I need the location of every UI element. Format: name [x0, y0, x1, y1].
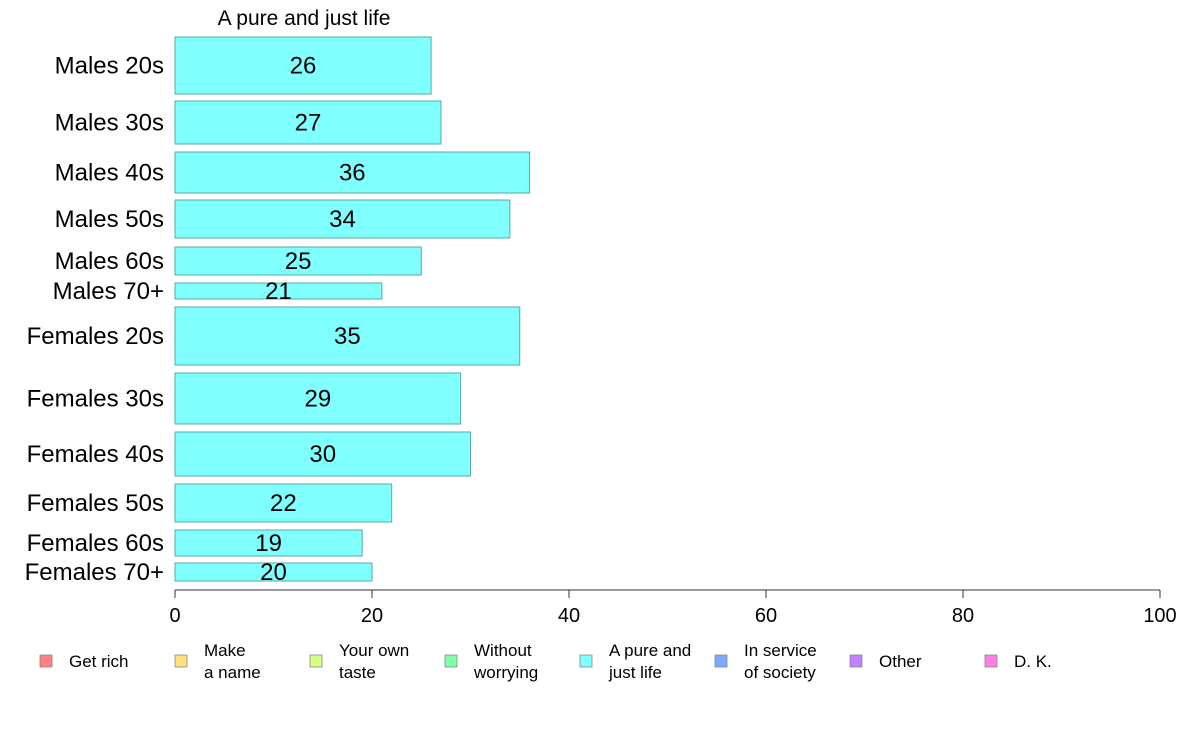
category-label: Males 40s	[55, 160, 164, 187]
legend-label: D. K.	[1014, 652, 1052, 671]
legend-swatch	[444, 654, 458, 668]
legend-label: Other	[879, 652, 922, 671]
category-label: Males 30s	[55, 110, 164, 137]
bar-females-20s	[174, 306, 521, 366]
category-label: Females 20s	[27, 323, 164, 350]
bar-males-30s	[174, 100, 442, 145]
legend-label: In service	[744, 641, 817, 660]
legend-label: Without	[474, 641, 532, 660]
legend-swatch	[174, 654, 188, 668]
value-label: 34	[329, 206, 356, 233]
x-tick-label: 60	[755, 605, 777, 627]
legend-swatch	[849, 654, 863, 668]
category-label: Males 70+	[53, 278, 164, 305]
legend-swatch	[984, 654, 998, 668]
category-label: Females 30s	[27, 386, 164, 413]
x-axis: 0 20 40 60 80 100	[169, 589, 1177, 627]
value-label: 26	[290, 53, 317, 80]
legend-label: of society	[744, 663, 816, 682]
category-label: Females 60s	[27, 530, 164, 557]
value-label: 19	[255, 530, 282, 557]
value-label: 29	[304, 386, 331, 413]
legend-swatch	[309, 654, 323, 668]
chart-title: A pure and just life	[218, 7, 391, 30]
category-label: Females 50s	[27, 490, 164, 517]
bar-males-20s	[174, 36, 432, 95]
bar-females-70	[174, 562, 373, 582]
legend-label: Your own	[339, 641, 409, 660]
bar-females-40s	[174, 431, 471, 477]
category-label: Males 20s	[55, 53, 164, 80]
value-label: 35	[334, 323, 361, 350]
value-label: 21	[265, 278, 292, 305]
bar-males-40s	[174, 151, 531, 194]
legend-label: taste	[339, 663, 376, 682]
x-tick-label: 20	[361, 605, 383, 627]
bar-females-50s	[174, 483, 393, 523]
category-label: Females 70+	[25, 559, 164, 586]
legend-swatch	[39, 654, 53, 668]
value-label: 27	[295, 110, 322, 137]
legend-label: Make	[204, 641, 246, 660]
value-label: 30	[309, 441, 336, 468]
value-label: 36	[339, 160, 366, 187]
category-label: Females 40s	[27, 441, 164, 468]
x-tick-label: 40	[558, 605, 580, 627]
bar-males-70	[174, 282, 383, 300]
bar-females-60s	[174, 529, 363, 557]
legend-label: a name	[204, 663, 261, 682]
x-tick-label: 80	[952, 605, 974, 627]
category-label: Males 50s	[55, 206, 164, 233]
category-label: Males 60s	[55, 248, 164, 275]
bar-females-30s	[174, 372, 462, 425]
legend-label: worrying	[473, 663, 538, 682]
value-label: 20	[260, 559, 287, 586]
value-label: 22	[270, 490, 297, 517]
legend-label: Get rich	[69, 652, 129, 671]
bars-group: Males 20s 26 Males 30s 27 Males 40s 36 Males 5…	[25, 36, 531, 586]
x-tick-label: 0	[169, 605, 180, 627]
bar-males-50s	[174, 199, 511, 239]
legend-label: A pure and	[609, 641, 691, 660]
value-label: 25	[285, 248, 312, 275]
x-tick-label: 100	[1143, 605, 1176, 627]
legend-label: just life	[608, 663, 662, 682]
bar-males-60s	[174, 246, 422, 276]
legend-swatch	[579, 654, 593, 668]
legend: Get rich Make a name Your own taste Without wo…	[39, 641, 1052, 682]
legend-swatch	[714, 654, 728, 668]
